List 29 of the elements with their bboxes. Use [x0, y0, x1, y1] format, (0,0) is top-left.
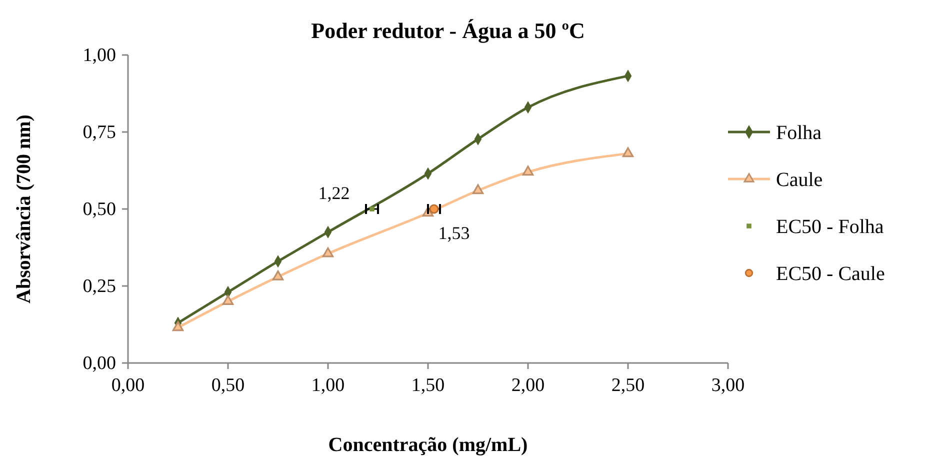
- annotation: 1,22: [318, 183, 350, 203]
- x-tick-label: 1,00: [311, 375, 345, 396]
- y-tick-label: 0,00: [82, 353, 116, 374]
- point: [472, 184, 484, 194]
- x-tick-label: 2,00: [511, 375, 545, 396]
- legend-label: EC50 - Caule: [776, 263, 885, 285]
- point: [222, 295, 234, 305]
- x-tick-label: 2,50: [611, 375, 645, 396]
- x-tick-label: 0,50: [211, 375, 245, 396]
- x-tick-label: 0,00: [111, 375, 145, 396]
- legend-label: EC50 - Folha: [776, 216, 884, 238]
- y-tick-label: 1,00: [82, 45, 116, 66]
- chart-title: Poder redutor - Água a 50 ºC: [311, 18, 585, 43]
- x-axis-title: Concentração (mg/mL): [328, 434, 528, 456]
- x-tick-label: 1,50: [411, 375, 445, 396]
- legend-label: Folha: [776, 122, 822, 144]
- x-tick-label: 3,00: [711, 375, 745, 396]
- y-tick-label: 0,50: [82, 199, 116, 220]
- point: [370, 206, 374, 212]
- point: [522, 166, 534, 176]
- y-tick-label: 0,75: [82, 122, 116, 143]
- legend-label: Caule: [776, 169, 823, 191]
- point: [272, 270, 284, 280]
- point: [172, 321, 184, 332]
- point: [622, 147, 634, 158]
- y-axis-title: Absorvância (700 nm): [13, 114, 35, 304]
- y-tick-label: 0,25: [82, 276, 116, 297]
- point: [322, 247, 334, 258]
- annotation: 1,53: [438, 223, 470, 243]
